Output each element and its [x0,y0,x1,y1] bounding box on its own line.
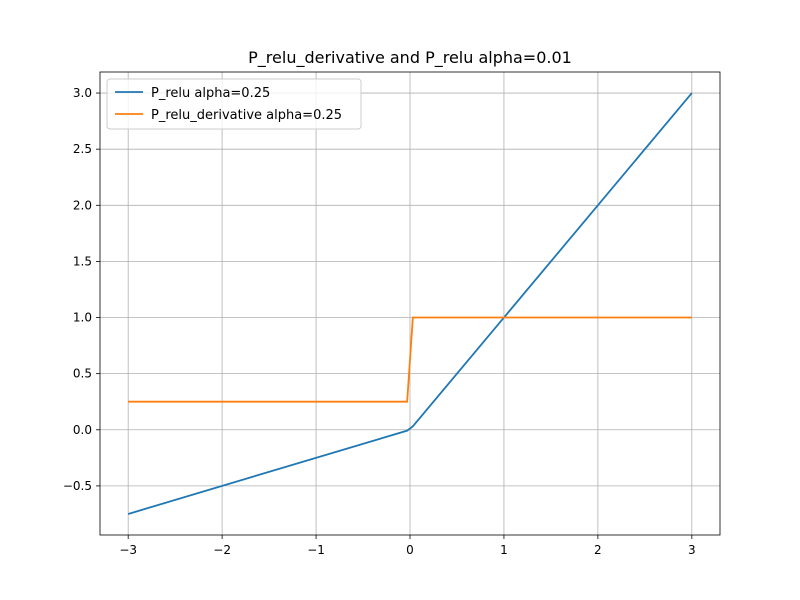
x-tick-label: 1 [500,543,508,557]
x-tick-label: 2 [594,543,602,557]
y-tick-label: 1.0 [73,311,92,325]
y-tick-label: 0.0 [73,423,92,437]
legend-label: P_relu alpha=0.25 [151,86,270,101]
x-tick-label: 0 [406,543,414,557]
plot-frame [99,71,721,536]
legend-box [106,78,362,130]
line-series [127,92,693,515]
chart-title: P_relu_derivative and P_relu alpha=0.01 [248,48,572,68]
x-tick-label: −3 [119,543,137,557]
y-tick-label: 1.5 [73,254,92,268]
y-tick-label: 3.0 [73,86,92,100]
legend-label: P_relu_derivative alpha=0.25 [151,108,342,123]
x-tick-label: −1 [307,543,325,557]
line-series [128,316,692,403]
y-tick-label: −0.5 [63,479,92,493]
y-tick-label: 2.5 [73,142,92,156]
y-tick-label: 0.5 [73,367,92,381]
y-tick-label: 2.0 [73,198,92,212]
x-tick-label: 3 [688,543,696,557]
x-tick-label: −2 [213,543,231,557]
legend: P_relu alpha=0.25 P_relu_derivative alpha… [106,78,362,130]
